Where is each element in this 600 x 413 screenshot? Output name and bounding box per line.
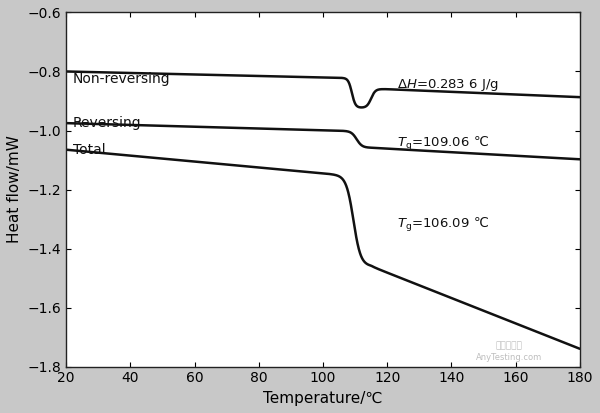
Text: $T_\mathrm{g}$=109.06 ℃: $T_\mathrm{g}$=109.06 ℃ [397, 135, 489, 153]
X-axis label: Temperature/℃: Temperature/℃ [263, 391, 383, 406]
Text: $T_\mathrm{g}$=106.09 ℃: $T_\mathrm{g}$=106.09 ℃ [397, 216, 489, 234]
Text: Reversing: Reversing [73, 116, 141, 130]
Text: Total: Total [73, 143, 105, 157]
Text: Non-reversing: Non-reversing [73, 72, 170, 86]
Text: AnyTesting.com: AnyTesting.com [476, 353, 542, 362]
Text: $\Delta H$=0.283 6 J/g: $\Delta H$=0.283 6 J/g [397, 77, 499, 93]
Text: 嘉峕检测网: 嘉峕检测网 [496, 342, 523, 351]
Y-axis label: Heat flow/mW: Heat flow/mW [7, 135, 22, 244]
